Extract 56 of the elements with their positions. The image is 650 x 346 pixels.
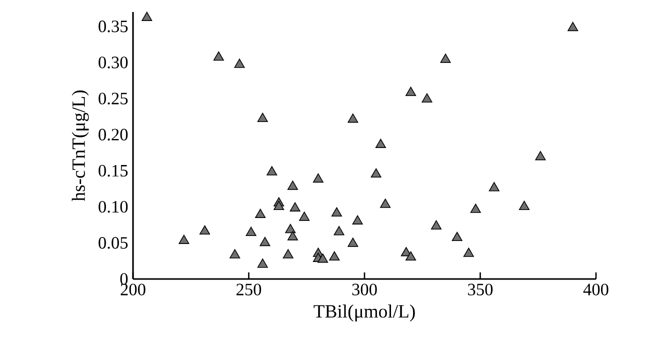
point [178,234,190,244]
point [431,220,442,230]
point [287,231,298,240]
point [406,86,416,96]
point [266,166,278,176]
point [488,182,500,192]
point [230,249,240,258]
point [331,207,342,217]
point [334,226,344,236]
point [299,212,310,221]
point [535,151,546,160]
point [406,251,416,261]
point [518,200,530,210]
y-tick-label: 0.15 [98,164,128,177]
point [274,200,284,210]
x-axis-title: TBil(μmol/L) [314,304,415,322]
x-tick-label: 400 [583,284,608,296]
x-tick-label: 200 [120,284,146,296]
point [568,22,578,32]
point [285,224,296,234]
point [329,251,340,261]
x-tick-label: 350 [468,284,493,296]
point [246,226,256,236]
x-tick-label: 250 [236,284,262,296]
point [452,232,462,242]
point [348,114,358,123]
point [234,58,245,68]
point [255,208,266,218]
y-tick-label: 0.25 [98,92,128,104]
point [470,204,481,213]
y-tick-label: 0.10 [98,200,128,213]
point [282,249,294,258]
point [213,51,224,61]
point [287,180,298,190]
point [380,198,391,208]
y-tick-label: 0.20 [98,128,128,141]
point [440,54,451,63]
y-tick-label: 0.30 [98,56,128,68]
point [290,202,300,212]
y-tick-label: 0.35 [98,20,128,32]
point [200,225,210,235]
point [375,138,386,148]
point [312,173,324,183]
point [422,93,432,103]
point [257,112,268,122]
point [370,168,382,178]
x-tick-label: 300 [352,284,377,296]
y-axis-title: hs-cTnT(μg/L) [72,90,89,202]
point [257,258,268,268]
point [463,248,474,257]
point [142,12,152,21]
point [348,238,358,247]
point [260,236,270,246]
point [318,254,328,263]
point [352,215,363,224]
y-tick-label: 0.05 [98,237,128,249]
